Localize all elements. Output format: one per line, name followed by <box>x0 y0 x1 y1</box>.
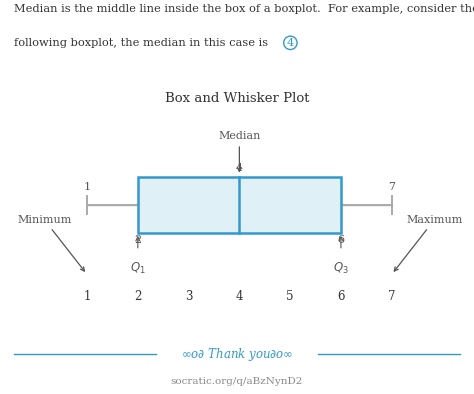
Text: 4: 4 <box>236 163 243 173</box>
Text: 4: 4 <box>287 38 294 48</box>
Text: Median is the middle line inside the box of a boxplot.  For example, consider th: Median is the middle line inside the box… <box>14 4 474 13</box>
Text: Box and Whisker Plot: Box and Whisker Plot <box>165 92 309 105</box>
Text: socratic.org/q/aBzNynD2: socratic.org/q/aBzNynD2 <box>171 377 303 387</box>
Text: 2: 2 <box>134 236 141 245</box>
Text: following boxplot, the median in this case is: following boxplot, the median in this ca… <box>14 38 268 48</box>
Text: Median: Median <box>218 131 261 171</box>
Text: Minimum: Minimum <box>17 215 84 271</box>
Text: Maximum: Maximum <box>394 215 463 271</box>
Bar <box>138 177 341 233</box>
Text: $\infty$o$\partial$ Thank you$\partial$o$\infty$: $\infty$o$\partial$ Thank you$\partial$o… <box>181 346 293 363</box>
Text: 7: 7 <box>388 182 395 192</box>
Text: 6: 6 <box>337 236 345 245</box>
Text: $Q_3$: $Q_3$ <box>333 261 349 276</box>
Text: 1: 1 <box>83 182 91 192</box>
Text: $Q_1$: $Q_1$ <box>130 261 146 276</box>
